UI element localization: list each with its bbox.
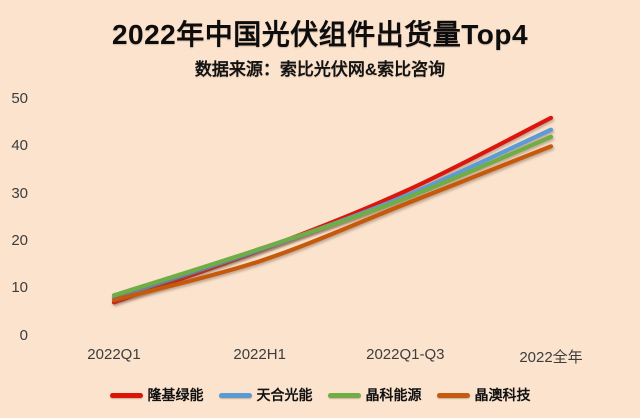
legend-swatch-jinko	[327, 392, 361, 398]
y-tick-label-50: 50	[11, 90, 28, 107]
line-jinko	[111, 134, 554, 298]
chart-title: 2022年中国光伏组件出货量Top4	[111, 19, 529, 50]
x-tick-label-0: 2022Q1	[87, 346, 141, 363]
x-tick-label-3: 2022全年	[519, 349, 583, 366]
legend-swatch-ja	[436, 392, 470, 398]
legend-swatch-longi	[109, 392, 143, 398]
line-ja	[111, 144, 554, 303]
legend-item-longi: 隆基绿能	[109, 385, 204, 405]
y-tick-label-0: 0	[19, 326, 28, 344]
y-tick-label-10: 10	[11, 279, 28, 297]
legend-label-jinko: 晶科能源	[365, 387, 422, 403]
legend-swatch-trina	[218, 392, 252, 398]
chart-subtitle: 数据来源：索比光伏网&索比咨询	[194, 60, 446, 79]
legend-item-ja: 晶澳科技	[436, 385, 531, 405]
line-longi	[111, 115, 554, 305]
legend-label-longi: 隆基绿能	[147, 387, 204, 403]
y-tick-label-30: 30	[11, 184, 28, 202]
legend-item-trina: 天合光能	[218, 385, 313, 405]
legend: 隆基绿能 天合光能 晶科能源 晶澳科技	[0, 385, 640, 405]
x-tick-label-1: 2022H1	[233, 346, 286, 363]
legend-label-trina: 天合光能	[256, 387, 313, 403]
legend-item-jinko: 晶科能源	[327, 385, 422, 405]
legend-label-ja: 晶澳科技	[474, 387, 531, 403]
x-tick-label-2: 2022Q1-Q3	[366, 346, 445, 363]
y-tick-label-40: 40	[11, 137, 28, 155]
y-tick-label-20: 20	[11, 231, 28, 249]
line-trina	[111, 127, 554, 300]
